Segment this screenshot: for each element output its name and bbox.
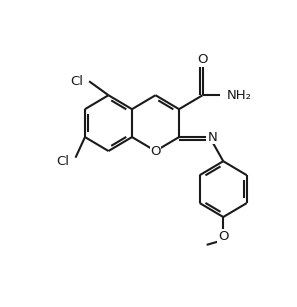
Text: Cl: Cl	[56, 155, 69, 168]
Text: O: O	[197, 53, 208, 66]
Text: N: N	[207, 130, 217, 144]
Text: NH₂: NH₂	[227, 89, 252, 102]
Text: Cl: Cl	[70, 75, 83, 88]
Text: O: O	[218, 230, 228, 243]
Text: O: O	[150, 145, 161, 157]
